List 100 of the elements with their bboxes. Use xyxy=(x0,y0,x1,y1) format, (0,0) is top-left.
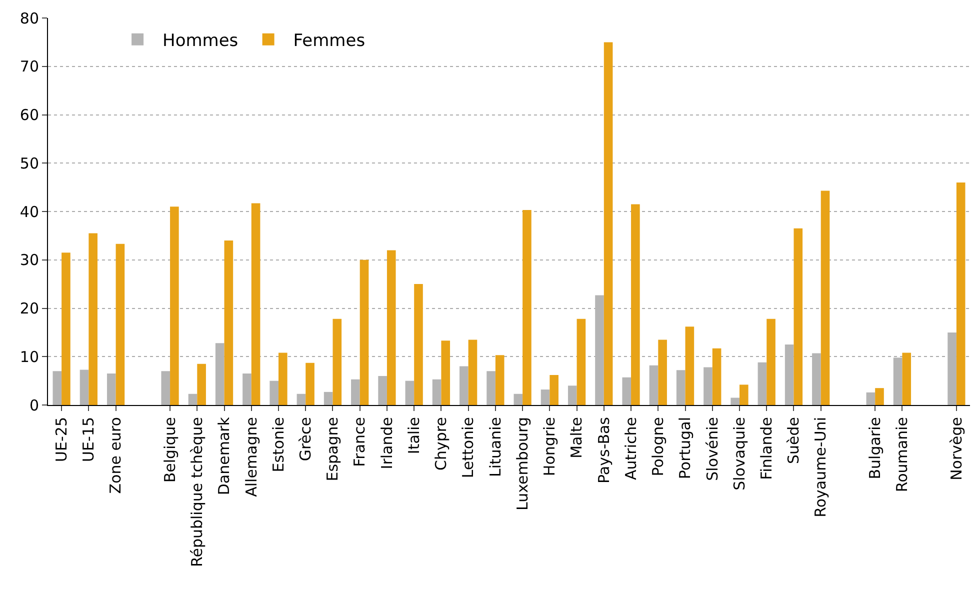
bar xyxy=(622,377,632,405)
bar xyxy=(766,318,776,405)
bar xyxy=(540,390,550,405)
x-tick-label: Luxembourg xyxy=(513,417,532,510)
x-tick-label: Danemark xyxy=(215,416,234,496)
bar xyxy=(460,366,468,405)
x-tick-label: Chypre xyxy=(432,417,450,470)
bar xyxy=(251,203,260,405)
bar xyxy=(685,326,694,405)
bar xyxy=(820,190,830,405)
bar xyxy=(188,394,198,405)
x-tick-label: Royaume-Uni xyxy=(812,417,830,518)
bar xyxy=(658,340,667,405)
bar xyxy=(224,240,234,405)
x-tick-label: Belgique xyxy=(160,417,179,483)
bar xyxy=(332,318,342,405)
bar xyxy=(88,233,98,405)
bar xyxy=(758,362,767,405)
bar xyxy=(270,380,278,405)
bar xyxy=(486,371,496,405)
bar xyxy=(360,260,369,405)
x-tick-label: Irlande xyxy=(378,417,396,470)
legend-label: Femmes xyxy=(293,31,366,52)
bar xyxy=(52,371,62,405)
y-tick-label: 70 xyxy=(20,58,39,76)
bar xyxy=(948,332,956,405)
bar xyxy=(215,343,224,405)
x-tick-label: Hongrie xyxy=(540,417,559,476)
x-tick-label: Slovénie xyxy=(703,417,722,481)
x-tick-label: République tchèque xyxy=(188,417,206,568)
x-tick-label: Pays-Bas xyxy=(594,416,613,484)
bar xyxy=(604,42,613,405)
bar xyxy=(712,348,722,405)
x-tick-label: Italie xyxy=(404,417,423,454)
bar xyxy=(468,340,478,405)
bar xyxy=(794,228,803,405)
bar xyxy=(649,365,658,405)
y-tick-label: 80 xyxy=(20,9,39,28)
y-tick-label: 40 xyxy=(20,202,39,221)
bar xyxy=(704,367,712,405)
bar xyxy=(902,352,912,405)
x-tick-label: Slovaquie xyxy=(730,417,748,490)
bar xyxy=(740,384,748,405)
y-tick-label: 60 xyxy=(20,106,39,124)
y-tick-label: 30 xyxy=(20,251,39,270)
x-tick-label: Lituanie xyxy=(486,417,504,478)
x-tick-label: Allemagne xyxy=(242,417,260,497)
bar xyxy=(730,398,740,405)
x-tick-label: Suède xyxy=(784,417,803,464)
bar xyxy=(378,376,387,405)
bar xyxy=(875,388,884,405)
bar xyxy=(161,371,170,405)
bar xyxy=(414,284,423,405)
bar xyxy=(956,182,966,405)
x-tick-label: Lettonie xyxy=(459,417,478,478)
y-tick-label: 20 xyxy=(20,300,39,318)
bar xyxy=(386,250,396,405)
legend-label: Hommes xyxy=(162,31,238,52)
bar xyxy=(522,210,532,405)
y-tick-label: 10 xyxy=(20,348,39,366)
x-tick-label: Grèce xyxy=(296,417,314,462)
x-tick-label: Bulgarie xyxy=(866,417,884,480)
bar xyxy=(676,370,686,405)
x-tick-label: UE-25 xyxy=(52,417,70,462)
bar xyxy=(306,362,314,405)
bar xyxy=(495,355,504,405)
y-tick-label: 0 xyxy=(29,396,39,414)
bar xyxy=(514,394,523,405)
bar xyxy=(324,392,333,405)
x-tick-label: Finlande xyxy=(757,417,776,480)
bar xyxy=(866,392,876,405)
x-tick-label: Roumanie xyxy=(893,417,912,492)
bar xyxy=(432,379,442,405)
x-tick-label: Zone euro xyxy=(106,417,125,494)
y-tick-label: 50 xyxy=(20,154,39,172)
bar xyxy=(197,364,206,405)
bar xyxy=(441,340,450,405)
x-tick-label: Malte xyxy=(568,417,586,458)
bar xyxy=(278,352,288,405)
x-tick-label: UE-15 xyxy=(80,417,98,462)
bar xyxy=(405,380,414,405)
x-tick-label: Espagne xyxy=(324,417,342,482)
x-tick-label: Estonie xyxy=(269,417,288,472)
bar xyxy=(351,379,360,405)
bar xyxy=(550,375,558,405)
bar xyxy=(576,318,586,405)
bar xyxy=(242,374,252,405)
bar xyxy=(296,394,306,405)
x-tick-label: Pologne xyxy=(649,417,668,476)
bar xyxy=(80,370,89,405)
bar xyxy=(116,244,125,405)
bar xyxy=(170,206,179,405)
bar xyxy=(62,252,70,405)
bar xyxy=(106,374,116,405)
bar xyxy=(568,386,577,405)
x-tick-label: Autriche xyxy=(622,417,640,480)
x-tick-label: Norvège xyxy=(947,417,966,480)
bar xyxy=(784,344,794,405)
x-tick-label: Portugal xyxy=(676,417,694,480)
x-tick-label: France xyxy=(350,417,369,467)
